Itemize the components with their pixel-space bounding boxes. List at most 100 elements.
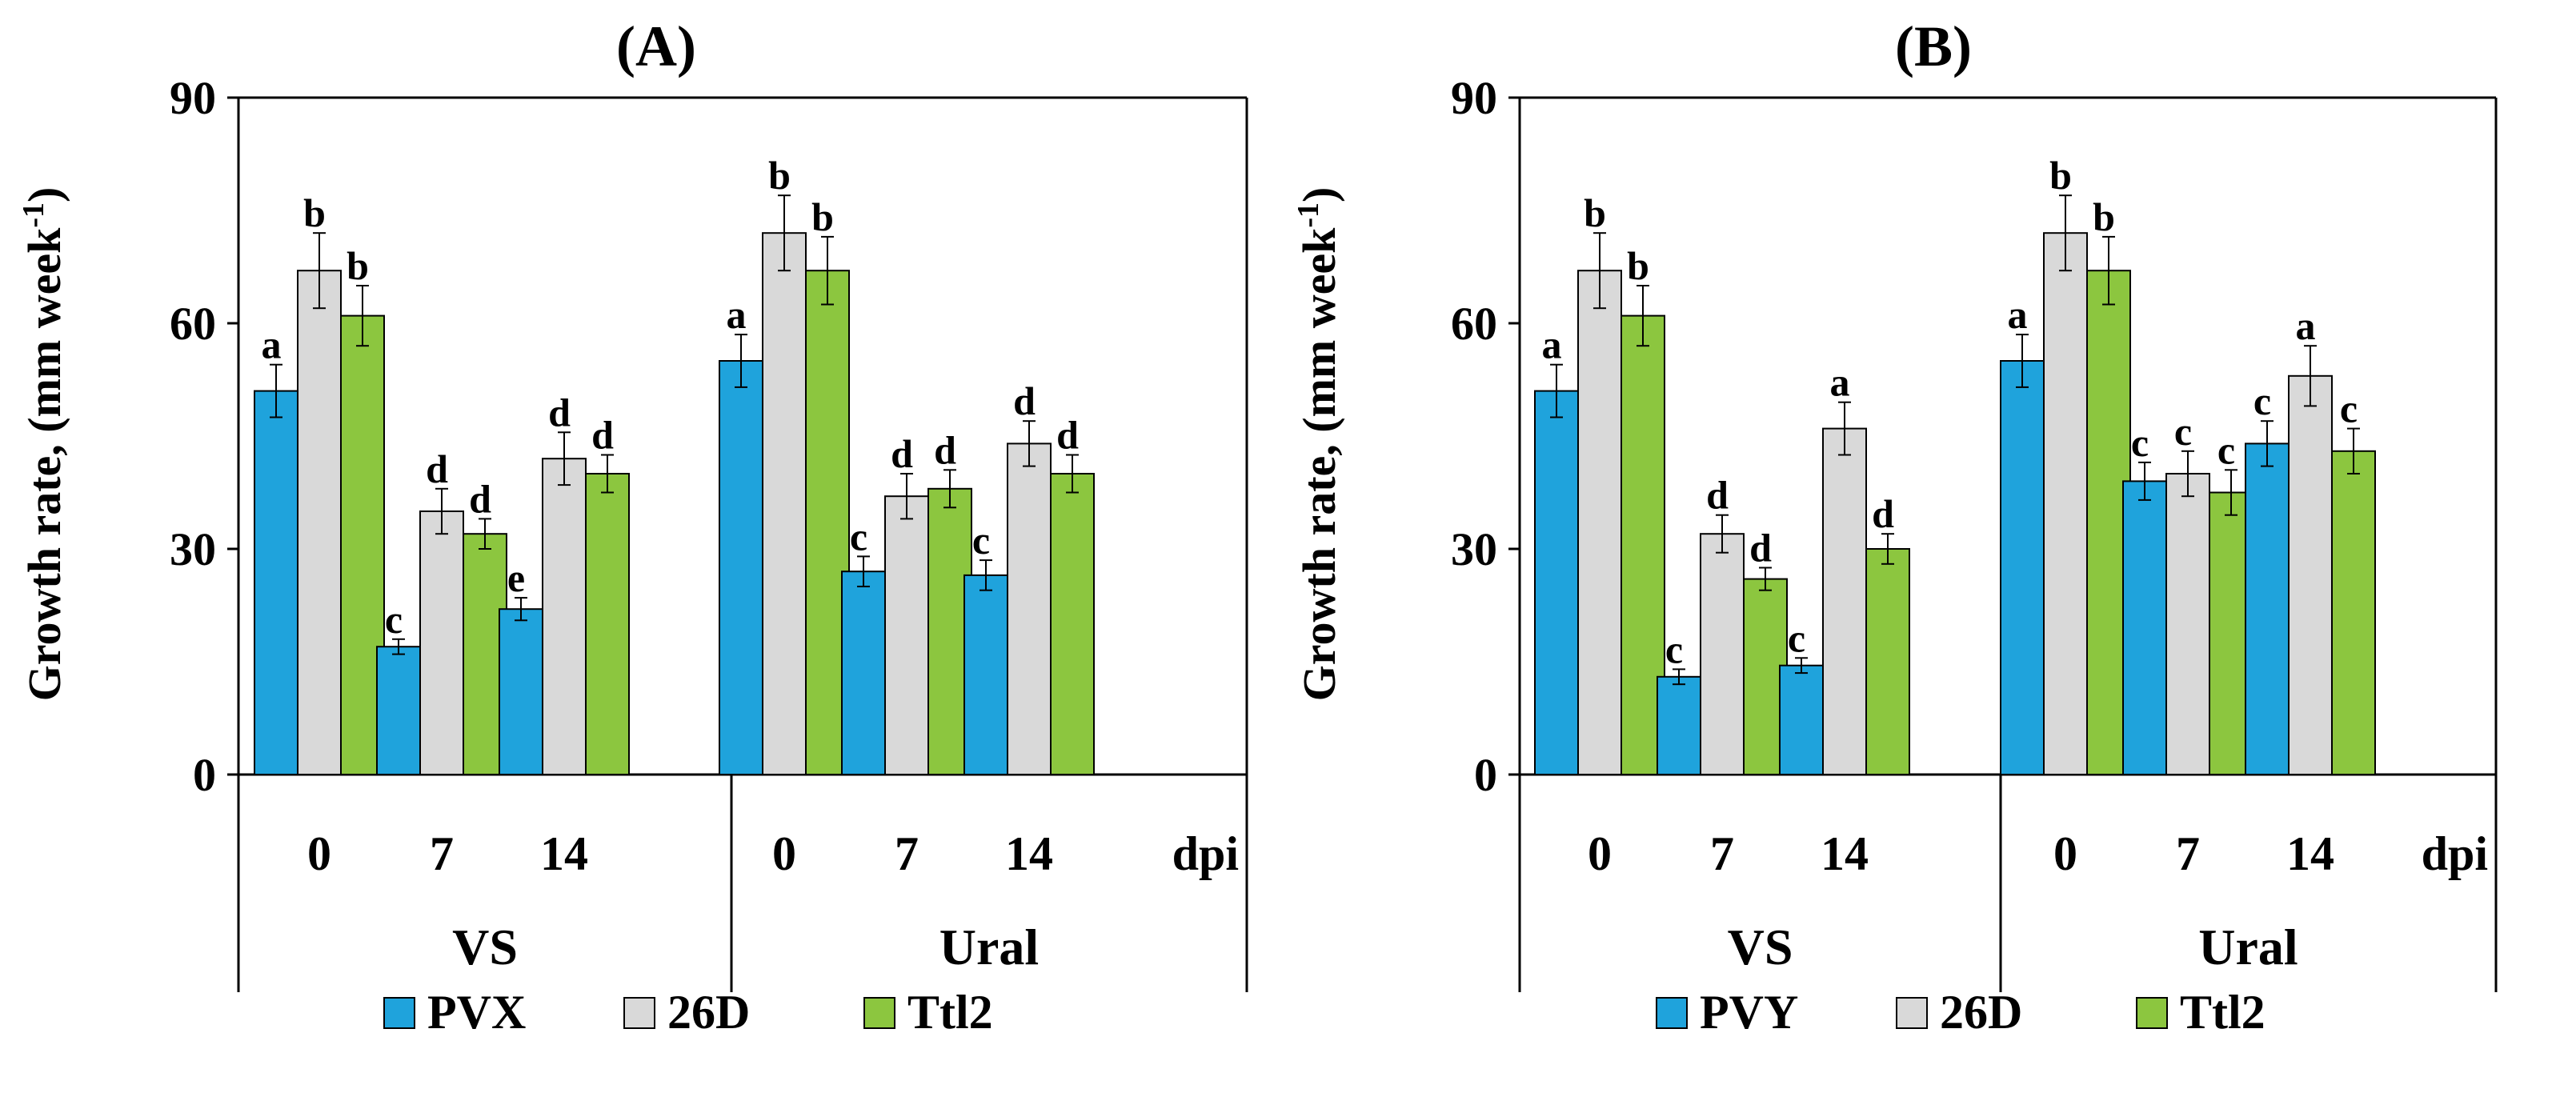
bar-pvy: [1779, 664, 1824, 776]
significance-letter: d: [934, 427, 956, 472]
significance-letter: b: [347, 243, 369, 288]
y-tick-label: 0: [193, 749, 216, 801]
bar-26d: [419, 510, 464, 775]
legend-swatch-26d: [623, 997, 655, 1029]
panel-label: (B): [1895, 14, 1972, 78]
significance-letter: d: [591, 413, 614, 458]
legend-swatch-pvx: [383, 997, 415, 1029]
significance-letter: a: [1830, 360, 1850, 405]
bar-pvx: [499, 608, 543, 776]
y-axis-label-close: ): [1293, 187, 1345, 202]
x-tick-label: 7: [895, 827, 919, 880]
significance-letter: e: [507, 555, 525, 600]
y-axis-label-superscript: -1: [1292, 202, 1325, 228]
panel-label: (A): [616, 14, 696, 78]
y-axis-label: Growth rate, (mm week-1): [1292, 187, 1345, 702]
group-label: VS: [1728, 919, 1793, 975]
significance-letter: c: [2217, 427, 2235, 472]
significance-letter: b: [303, 190, 326, 235]
legend-label: 26D: [1940, 986, 2022, 1039]
bar-pvy: [1657, 675, 1701, 775]
legend-swatch-ttl2: [863, 997, 895, 1029]
y-axis-label-text: Growth rate, (mm week: [1293, 227, 1345, 701]
significance-letter: d: [891, 431, 913, 476]
x-tick-label: 0: [307, 827, 331, 880]
bar-26d: [542, 458, 587, 775]
bar-pvx: [719, 360, 763, 775]
group-label: Ural: [939, 919, 1039, 975]
significance-letter: c: [2131, 420, 2149, 465]
y-axis-label-close: ): [18, 187, 70, 202]
group-label: VS: [452, 919, 518, 975]
y-tick-label: 30: [170, 523, 216, 575]
y-axis-label: Growth rate, (mm week-1): [17, 187, 70, 702]
bar-ttl2: [585, 473, 630, 775]
x-tick-label: 14: [1821, 827, 1869, 880]
y-tick-label: 30: [1451, 523, 1497, 575]
significance-letter: c: [2174, 409, 2192, 454]
significance-letter: d: [1872, 491, 1894, 536]
bar-26d: [884, 495, 929, 775]
x-tick-label: 0: [1588, 827, 1612, 880]
legend-label: PVY: [1700, 986, 1798, 1039]
x-tick-label: 14: [540, 827, 588, 880]
y-tick-label: 90: [1451, 72, 1497, 124]
bar-ttl2: [1865, 548, 1910, 775]
legend-swatch-26d: [1896, 997, 1928, 1029]
significance-letter: c: [385, 597, 403, 642]
significance-letter: c: [972, 518, 990, 563]
x-tick-label: 7: [1710, 827, 1734, 880]
y-tick-label: 60: [170, 298, 216, 350]
significance-letter: a: [1542, 322, 1562, 367]
significance-letter: b: [2049, 153, 2072, 198]
legend-swatch-ttl2: [2136, 997, 2168, 1029]
bar-pvy: [1534, 390, 1579, 775]
x-tick-label: 14: [2286, 827, 2334, 880]
significance-letter: c: [850, 514, 867, 558]
significance-letter: d: [548, 390, 571, 434]
significance-letter: a: [2296, 303, 2316, 348]
significance-letter: c: [2253, 378, 2271, 423]
significance-letter: d: [1013, 378, 1036, 423]
bar-pvx: [376, 646, 421, 776]
x-axis-unit-label: dpi: [1172, 827, 1239, 880]
x-tick-label: 7: [2176, 827, 2200, 880]
legend-label: Ttl2: [2180, 986, 2266, 1039]
bar-26d: [297, 270, 342, 775]
significance-letter: c: [1665, 627, 1683, 671]
legend-label: PVX: [427, 986, 526, 1039]
bar-ttl2: [1050, 473, 1095, 775]
significance-letter: b: [768, 153, 791, 198]
group-label: Ural: [2198, 919, 2298, 975]
x-tick-label: 0: [2053, 827, 2077, 880]
x-tick-label: 14: [1005, 827, 1053, 880]
bar-pvy: [2122, 480, 2167, 776]
bar-26d: [2288, 374, 2333, 775]
x-tick-label: 0: [772, 827, 796, 880]
bar-pvy: [2000, 360, 2045, 775]
significance-letter: d: [1749, 526, 1772, 571]
significance-letter: c: [1788, 615, 1805, 660]
bar-26d: [1822, 427, 1867, 775]
significance-letter: c: [2340, 386, 2358, 431]
y-tick-label: 90: [170, 72, 216, 124]
y-axis-label-superscript: -1: [17, 202, 50, 228]
significance-letter: a: [727, 292, 747, 337]
significance-letter: b: [811, 194, 834, 239]
significance-letter: b: [2093, 194, 2115, 239]
bar-26d: [762, 232, 807, 775]
y-tick-label: 60: [1451, 298, 1497, 350]
significance-letter: d: [469, 476, 491, 521]
significance-letter: d: [1056, 413, 1079, 458]
bar-26d: [1007, 442, 1052, 776]
bar-26d: [2043, 232, 2088, 775]
bar-26d: [1700, 533, 1745, 775]
legend-label: Ttl2: [907, 986, 993, 1039]
y-axis-label-text: Growth rate, (mm week: [18, 227, 70, 701]
x-tick-label: 7: [430, 827, 454, 880]
bar-pvx: [254, 390, 298, 775]
